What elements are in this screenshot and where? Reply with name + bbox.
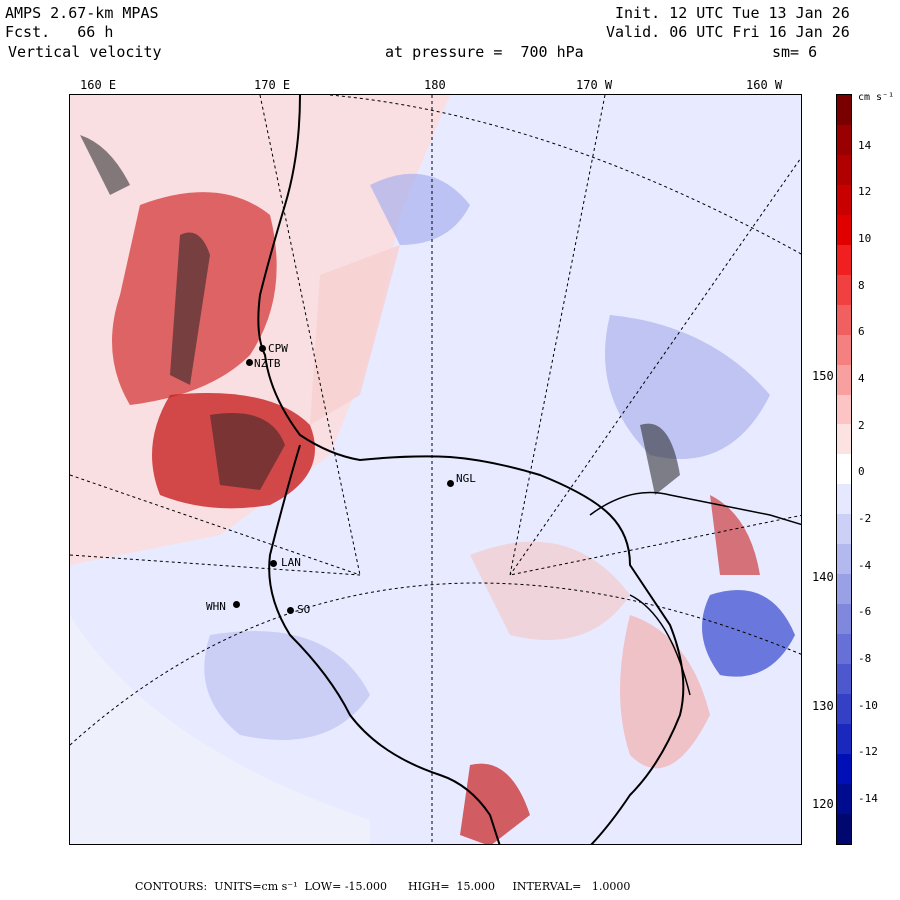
forecast-hour: Fcst. 66 h [5, 23, 114, 41]
colorbar-segment [837, 664, 851, 695]
descent-patch-2 [605, 315, 770, 459]
colorbar-segment [837, 214, 851, 245]
colorbar-segment [837, 364, 851, 395]
colorbar-segment [837, 574, 851, 605]
colorbar-segment [837, 454, 851, 485]
meridian-160w [509, 156, 801, 576]
field-name: Vertical velocity [8, 43, 162, 61]
station-dot-whn [233, 601, 240, 608]
lon-label-170w: 170 W [576, 78, 613, 92]
colorbar-segment [837, 813, 851, 844]
descent-patch-3 [702, 590, 795, 677]
colorbar-segment [837, 274, 851, 305]
colorbar-tick: 4 [858, 372, 865, 385]
colorbar-units: cm s⁻¹ [858, 92, 895, 103]
meridian-150e [70, 554, 361, 576]
ascent-region-2 [310, 245, 400, 425]
map-panel [69, 94, 802, 845]
coastline-east [589, 491, 801, 526]
ice-shelf-area [70, 615, 370, 844]
colorbar-segment [837, 124, 851, 155]
lat-circle-south [70, 582, 801, 746]
dense-contours-1 [170, 232, 210, 385]
descent-patch-1 [370, 173, 470, 245]
colorbar-tick: -2 [858, 512, 872, 525]
ascent-patch-east-2 [710, 495, 760, 575]
ascent-patch-east [470, 541, 630, 640]
model-title: AMPS 2.67-km MPAS [5, 4, 159, 22]
colorbar-segment [837, 424, 851, 455]
station-dot-cpw [259, 345, 266, 352]
colorbar-segment [837, 604, 851, 635]
station-dot-so [287, 607, 294, 614]
colorbar [836, 94, 852, 845]
colorbar-segment [837, 95, 851, 125]
contour-info: CONTOURS: UNITS=cm s⁻¹ LOW= -15.000 HIGH… [135, 880, 631, 893]
init-time: Init. 12 UTC Tue 13 Jan 26 [615, 4, 850, 22]
colorbar-segment [837, 694, 851, 725]
ascent-patch-south [620, 615, 710, 769]
shelf-edge [629, 594, 691, 696]
colorbar-segment [837, 304, 851, 335]
colorbar-segment [837, 484, 851, 515]
colorbar-segment [837, 334, 851, 365]
meridian-170e [259, 95, 361, 576]
colorbar-tick: 8 [858, 279, 865, 292]
lon-label-170e: 170 E [254, 78, 291, 92]
pressure-level: at pressure = 700 hPa [385, 43, 584, 61]
map-canvas [70, 95, 801, 844]
station-nztb: NZTB [254, 357, 281, 370]
dense-contours-4 [640, 423, 680, 495]
station-dot-nztb [246, 359, 253, 366]
valid-time: Valid. 06 UTC Fri 16 Jan 26 [606, 23, 850, 41]
station-dot-ngl [447, 480, 454, 487]
colorbar-segment [837, 724, 851, 754]
colorbar-tick: -4 [858, 559, 872, 572]
colorbar-segment [837, 244, 851, 275]
dense-contours-2 [210, 413, 285, 490]
colorbar-segment [837, 544, 851, 575]
colorbar-tick: 14 [858, 139, 872, 152]
colorbar-segment [837, 753, 851, 784]
station-whn: WHN [206, 600, 226, 613]
colorbar-tick: -6 [858, 605, 872, 618]
colorbar-tick: 6 [858, 325, 865, 338]
dense-contours-3 [80, 135, 130, 195]
colorbar-segment [837, 634, 851, 665]
coastline [257, 95, 685, 844]
colorbar-tick: -8 [858, 652, 872, 665]
colorbar-segment [837, 514, 851, 545]
station-lan: LAN [281, 556, 301, 569]
colorbar-tick: 2 [858, 419, 865, 432]
colorbar-tick: 0 [858, 465, 865, 478]
colorbar-segment [837, 394, 851, 425]
descent-patch-4 [204, 631, 370, 740]
meridian-150w [509, 514, 801, 576]
colorbar-segment [837, 783, 851, 814]
station-cpw: CPW [268, 342, 288, 355]
lon-label-180: 180 [424, 78, 446, 92]
lon-label-160e: 160 E [80, 78, 117, 92]
lat-circle-north [329, 95, 801, 255]
ascent-patch-base [460, 763, 530, 844]
station-ngl: NGL [456, 472, 476, 485]
smoothing: sm= 6 [772, 43, 818, 61]
colorbar-segment [837, 154, 851, 185]
colorbar-segment [837, 184, 851, 215]
ice-front [268, 444, 501, 844]
lon-label-160w: 160 W [746, 78, 783, 92]
colorbar-tick: 10 [858, 232, 872, 245]
colorbar-tick: -12 [858, 745, 878, 758]
station-so: SO [297, 603, 311, 616]
colorbar-tick: -10 [858, 699, 878, 712]
station-dot-lan [270, 560, 277, 567]
colorbar-tick: -14 [858, 792, 878, 805]
colorbar-tick: 12 [858, 185, 872, 198]
